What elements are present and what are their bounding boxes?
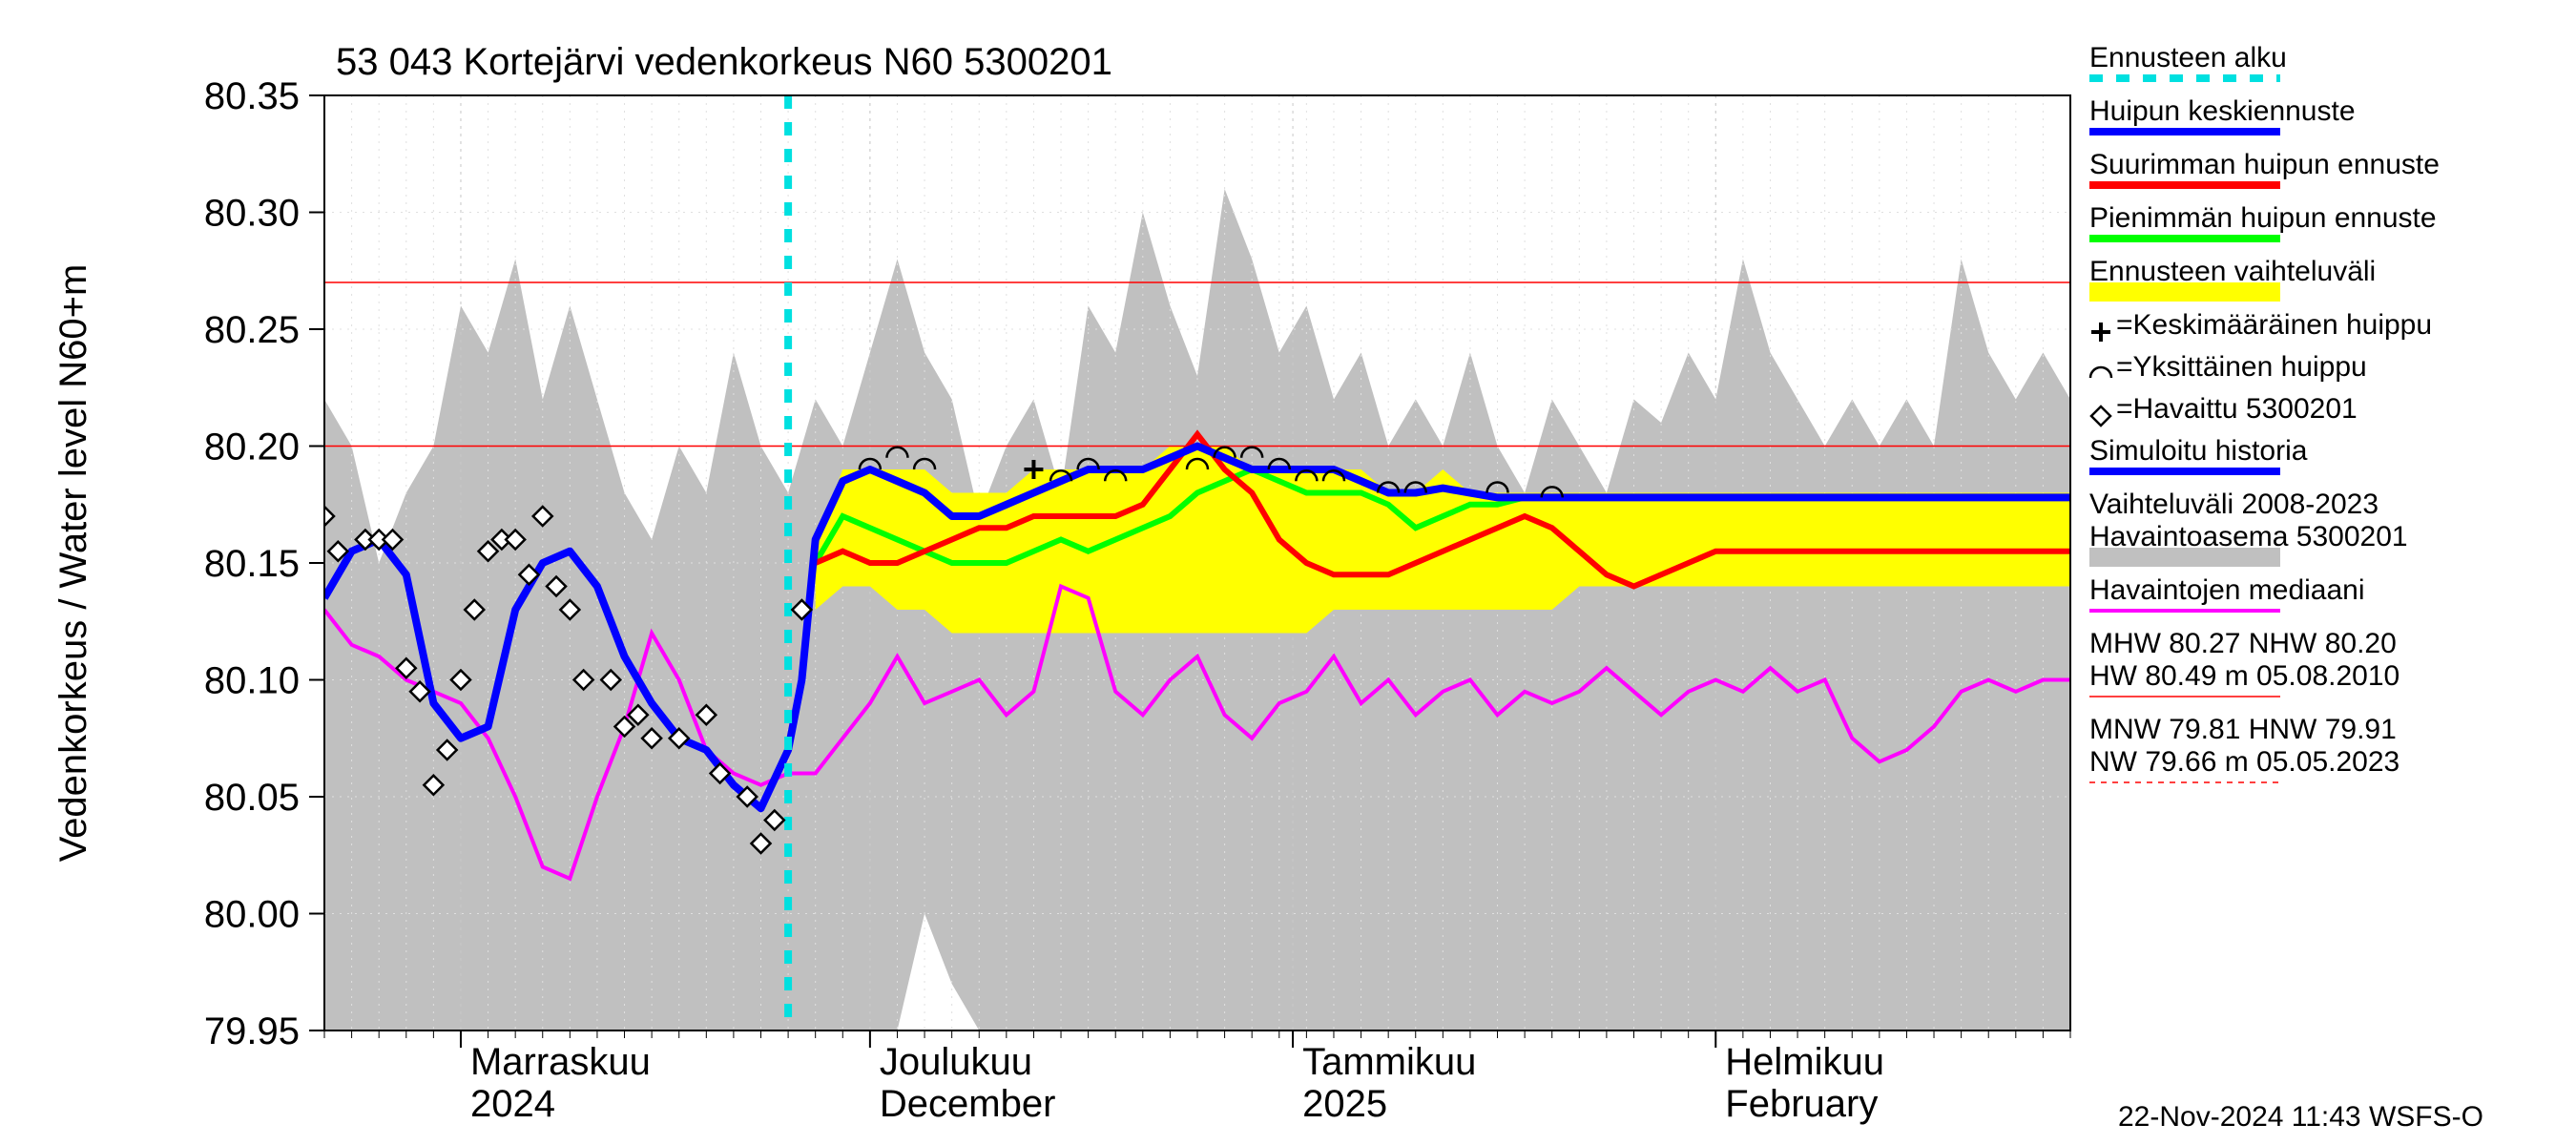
- legend-label: Suurimman huipun ennuste: [2089, 149, 2440, 180]
- legend-sublabel: HW 80.49 m 05.08.2010: [2089, 660, 2399, 692]
- month-label-top: Joulukuu: [880, 1041, 1032, 1083]
- legend-label: Vaihteluväli 2008-2023: [2089, 489, 2379, 520]
- legend-label: Pienimmän huipun ennuste: [2089, 202, 2437, 234]
- legend-label: MHW 80.27 NHW 80.20: [2089, 628, 2397, 659]
- legend-label: Ennusteen alku: [2089, 42, 2287, 73]
- legend-label: Simuloitu historia: [2089, 435, 2308, 467]
- legend-label: MNW 79.81 HNW 79.91: [2089, 714, 2397, 745]
- y-tick-label: 80.25: [204, 309, 300, 351]
- chart-title: 53 043 Kortejärvi vedenkorkeus N60 53002…: [336, 41, 1112, 83]
- y-tick-label: 80.00: [204, 894, 300, 936]
- water-level-chart: 79.95 80.00 80.05 80.10 80.15 80.20 80.25 80.30…: [0, 0, 2576, 1145]
- y-tick-label: 80.35: [204, 75, 300, 117]
- y-tick-label: 80.20: [204, 427, 300, 468]
- y-tick-label: 79.95: [204, 1010, 300, 1052]
- month-label-top: Helmikuu: [1725, 1041, 1884, 1083]
- legend-sublabel: NW 79.66 m 05.05.2023: [2089, 746, 2399, 778]
- y-axis-label: Vedenkorkeus / Water level N60+m: [52, 264, 94, 863]
- month-label-top: Marraskuu: [470, 1041, 651, 1083]
- month-label-bottom: 2024: [470, 1083, 555, 1125]
- legend-label: =Havaittu 5300201: [2116, 393, 2358, 425]
- legend-label: Havaintojen mediaani: [2089, 574, 2365, 606]
- y-tick-label: 80.30: [204, 193, 300, 235]
- timestamp: 22-Nov-2024 11:43 WSFS-O: [2118, 1101, 2483, 1133]
- y-tick-label: 80.15: [204, 543, 300, 585]
- y-tick-label: 80.10: [204, 660, 300, 702]
- legend-label: =Keskimääräinen huippu: [2116, 309, 2432, 341]
- y-tick-label: 80.05: [204, 777, 300, 819]
- legend-swatch: [2089, 548, 2280, 567]
- month-label-top: Tammikuu: [1302, 1041, 1476, 1083]
- legend-swatch: [2089, 282, 2280, 302]
- legend-label: Huipun keskiennuste: [2089, 95, 2356, 127]
- month-label-bottom: February: [1725, 1083, 1878, 1125]
- legend-label: =Yksittäinen huippu: [2116, 351, 2367, 383]
- month-label-bottom: December: [880, 1083, 1056, 1125]
- month-label-bottom: 2025: [1302, 1083, 1387, 1125]
